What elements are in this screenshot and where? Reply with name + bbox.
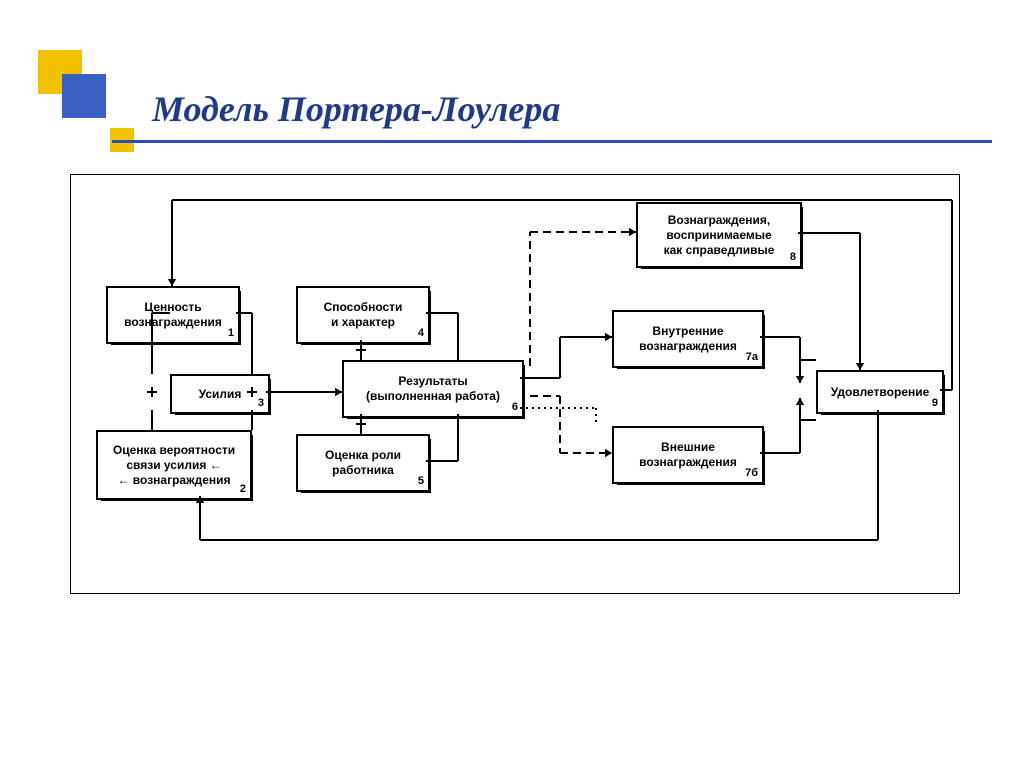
box-number: 4	[418, 327, 424, 341]
slide: Модель Портера-Лоулера Ценностьвознаграж…	[0, 0, 1024, 767]
box-b1: Ценностьвознаграждения 1	[106, 286, 240, 344]
title-underline	[112, 140, 992, 143]
box-number: 6	[512, 401, 518, 415]
box-number: 1	[228, 327, 234, 341]
box-line: (выполненная работа)	[366, 389, 500, 404]
box-line: вознаграждения	[639, 455, 737, 470]
box-line: ← вознаграждения	[117, 473, 230, 488]
box-number: 5	[418, 475, 424, 489]
box-line: Способности	[324, 300, 403, 315]
box-line: Удовлетворение	[831, 385, 930, 400]
box-b7b: Внешниевознаграждения 7б	[612, 426, 764, 484]
box-b6: Результаты(выполненная работа) 6	[342, 360, 524, 418]
box-b7a: Внутренниевознаграждения 7а	[612, 310, 764, 368]
box-number: 7а	[746, 351, 758, 365]
box-line: Внутренние	[652, 324, 723, 339]
box-line: связи усилия ←	[126, 458, 221, 473]
box-line: Усилия	[199, 387, 242, 402]
box-number: 2	[240, 483, 246, 497]
box-line: воспринимаемые	[666, 228, 771, 243]
box-line: Внешние	[661, 440, 715, 455]
box-line: и характер	[331, 315, 395, 330]
box-number: 9	[932, 397, 938, 411]
box-line: Вознаграждения,	[668, 213, 771, 228]
box-number: 7б	[745, 467, 758, 481]
box-b4: Способностии характер 4	[296, 286, 430, 344]
box-line: Оценка вероятности	[113, 443, 235, 458]
box-line: работника	[332, 463, 394, 478]
box-b5: Оценка ролиработника 5	[296, 434, 430, 492]
box-number: 8	[790, 251, 796, 265]
decor-square-blue	[62, 74, 106, 118]
box-line: Результаты	[398, 374, 467, 389]
box-line: как справедливые	[664, 243, 775, 258]
box-number: 3	[258, 397, 264, 411]
box-b9: Удовлетворение9	[816, 370, 944, 414]
box-b3: Усилия 3	[170, 374, 270, 414]
box-line: Оценка роли	[325, 448, 401, 463]
box-line: вознаграждения	[639, 339, 737, 354]
box-line: Ценность	[144, 300, 201, 315]
page-title: Модель Портера-Лоулера	[152, 88, 560, 130]
box-b8: Вознаграждения,воспринимаемыекак справед…	[636, 202, 802, 268]
box-line: вознаграждения	[124, 315, 222, 330]
box-b2: Оценка вероятностисвязи усилия ←← вознаг…	[96, 430, 252, 500]
